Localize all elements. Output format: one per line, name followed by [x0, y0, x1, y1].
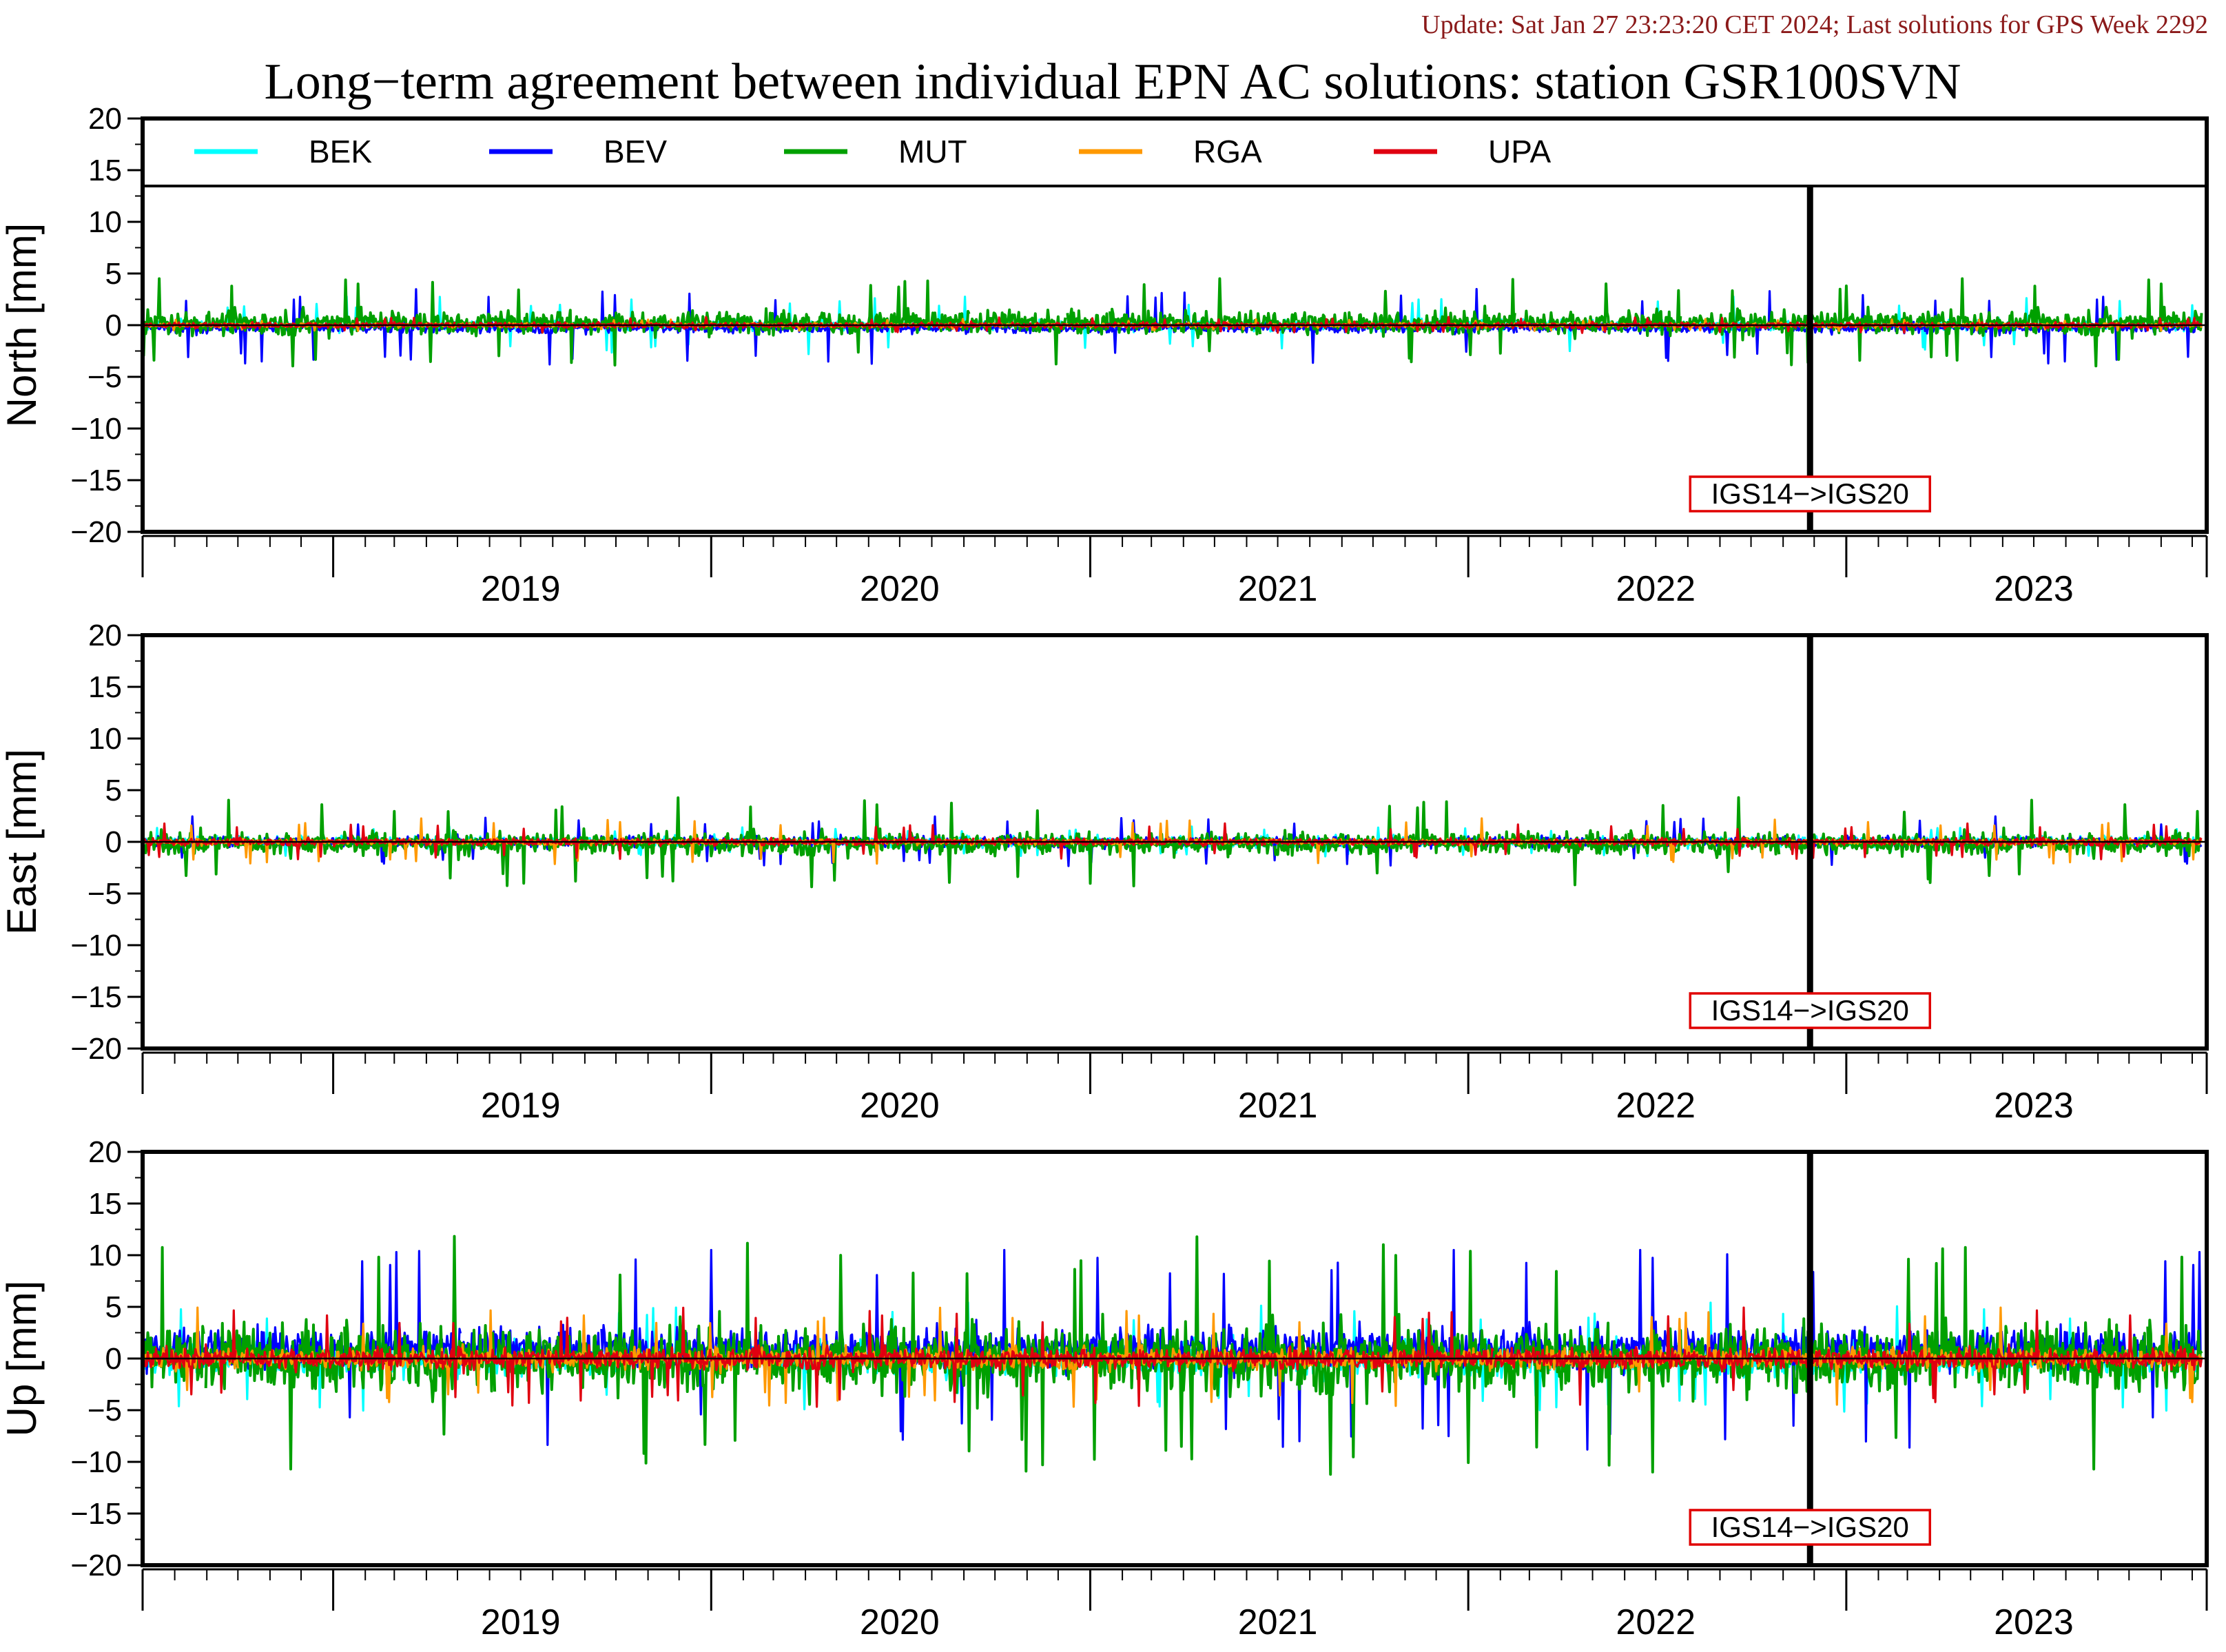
legend-label-mut: MUT [898, 134, 967, 169]
y-tick-label: −10 [70, 412, 122, 446]
panel-north: 20 15 10 5 0 −5 −10 −15 −20 North [mm] IGS14−>IGS2… [0, 102, 2209, 609]
y-axis-title: North [mm] [0, 223, 45, 428]
y-tick-label: 10 [88, 1239, 122, 1272]
y-tick-label: 5 [105, 774, 122, 807]
y-tick-label: −5 [87, 877, 122, 911]
x-year-label: 2023 [1994, 569, 2074, 609]
x-year-label: 2023 [1994, 1086, 2074, 1126]
frame-change-box [1689, 475, 1932, 513]
legend: BEK BEV MUT RGA UPA [194, 134, 1551, 169]
y-tick-label: 0 [105, 1342, 122, 1376]
x-year-label: 2020 [860, 569, 940, 609]
y-axis-title: East [mm] [0, 749, 45, 935]
y-tick-label: −15 [70, 980, 122, 1014]
y-tick-label: 20 [88, 1135, 122, 1169]
frame-change-label: IGS14−>IGS20 [1711, 994, 1909, 1026]
y-tick-label: 10 [88, 722, 122, 756]
y-tick-label: 15 [88, 1187, 122, 1221]
y-tick-label: −15 [70, 464, 122, 497]
update-timestamp: Update: Sat Jan 27 23:23:20 CET 2024; La… [1421, 10, 2208, 39]
y-tick-label: −15 [70, 1497, 122, 1531]
x-year-label: 2022 [1616, 1086, 1696, 1126]
x-year-label: 2019 [481, 1602, 561, 1642]
x-year-label: 2020 [860, 1602, 940, 1642]
panel-up: 20 15 10 5 0 −5 −10 −15 −20 Up [mm] IGS14−>IGS20 20… [0, 1135, 2209, 1642]
y-axis-title: Up [mm] [0, 1281, 45, 1437]
plot-frame [141, 633, 2209, 1051]
series-group [143, 1235, 2203, 1476]
x-year-label: 2023 [1994, 1602, 2074, 1642]
x-year-label: 2021 [1238, 1086, 1318, 1126]
y-tick-label: 0 [105, 309, 122, 342]
x-year-label: 2020 [860, 1086, 940, 1126]
x-year-label: 2019 [481, 569, 561, 609]
y-tick-label: −10 [70, 1445, 122, 1479]
y-tick-label: −5 [87, 360, 122, 394]
x-year-label: 2019 [481, 1086, 561, 1126]
y-tick-label: 15 [88, 154, 122, 187]
legend-label-bek: BEK [309, 134, 372, 169]
y-tick-label: 5 [105, 1290, 122, 1324]
y-tick-label: −10 [70, 929, 122, 962]
chart-title: Long−term agreement between individual E… [265, 54, 1961, 110]
frame-change-box [1689, 1509, 1932, 1546]
plot-frame [141, 116, 2209, 534]
y-tick-label: −20 [70, 1032, 122, 1066]
y-tick-label: −5 [87, 1394, 122, 1427]
x-year-label: 2021 [1238, 1602, 1318, 1642]
panels: 20 15 10 5 0 −5 −10 −15 −20 North [mm] IGS14−>IGS2… [0, 102, 2209, 1642]
x-year-label: 2022 [1616, 569, 1696, 609]
plot-frame [141, 1150, 2209, 1567]
panel-east: 20 15 10 5 0 −5 −10 −15 −20 East [mm] IGS14−>IGS20… [0, 619, 2209, 1126]
frame-change-box [1689, 992, 1932, 1029]
y-tick-label: 20 [88, 619, 122, 652]
y-tick-label: 5 [105, 257, 122, 291]
y-tick-label: 15 [88, 670, 122, 704]
x-year-label: 2021 [1238, 569, 1318, 609]
y-tick-label: −20 [70, 515, 122, 549]
frame-change-label: IGS14−>IGS20 [1711, 477, 1909, 510]
legend-label-bev: BEV [604, 134, 667, 169]
frame-change-label: IGS14−>IGS20 [1711, 1511, 1909, 1543]
legend-label-rga: RGA [1193, 134, 1262, 169]
y-tick-label: −20 [70, 1549, 122, 1582]
y-tick-label: 20 [88, 102, 122, 136]
legend-label-upa: UPA [1488, 134, 1551, 169]
series-group [143, 277, 2203, 368]
y-tick-label: 0 [105, 825, 122, 859]
x-year-label: 2022 [1616, 1602, 1696, 1642]
y-tick-label: 10 [88, 205, 122, 239]
